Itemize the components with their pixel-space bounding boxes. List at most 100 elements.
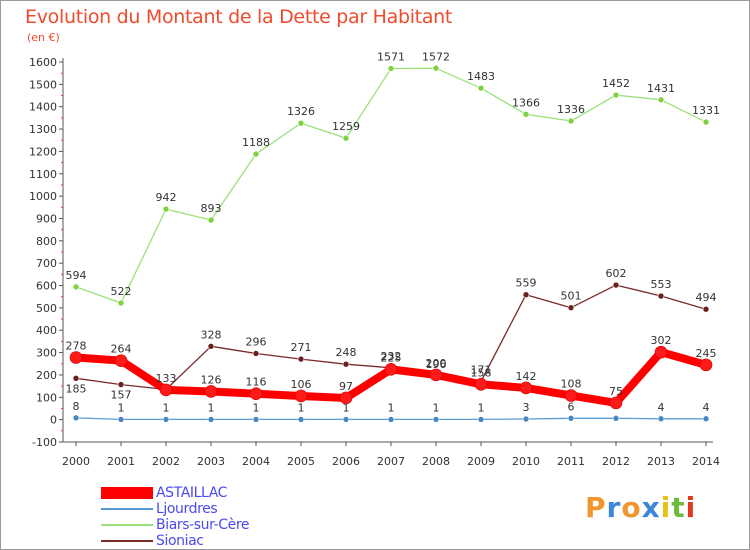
y-tick-label: 1000 (29, 190, 57, 203)
legend-swatch-biars-sur-cere (101, 524, 153, 526)
x-tick-label: 2013 (647, 455, 675, 468)
x-tick-label: 2009 (467, 455, 495, 468)
data-label-biars-sur-cere: 1326 (287, 105, 315, 118)
x-tick-label: 2000 (62, 455, 90, 468)
y-tick-label: 1100 (29, 168, 57, 181)
data-label-biars-sur-cere: 1336 (557, 103, 585, 116)
x-tick-label: 2006 (332, 455, 360, 468)
data-label-astaillac: 108 (561, 378, 582, 391)
brand-letter: i (660, 491, 672, 524)
data-label-sioniac: 328 (201, 328, 222, 341)
data-label-ljourdres: 8 (73, 400, 80, 413)
x-tick-label: 2012 (602, 455, 630, 468)
data-point-ljourdres (342, 416, 350, 423)
data-label-biars-sur-cere: 1452 (602, 77, 630, 90)
data-label-astaillac: 116 (246, 376, 267, 389)
data-label-ljourdres: 1 (388, 401, 395, 414)
data-label-biars-sur-cere: 1188 (242, 136, 270, 149)
y-tick-label: -100 (32, 436, 57, 449)
x-tick-label: 2007 (377, 455, 405, 468)
data-label-biars-sur-cere: 1571 (377, 50, 405, 63)
data-label-astaillac: 126 (201, 373, 222, 386)
data-label-sioniac: 171 (471, 363, 492, 376)
y-tick-label: 100 (36, 391, 57, 404)
data-label-biars-sur-cere: 942 (156, 191, 177, 204)
y-tick-label: 1300 (29, 123, 57, 136)
data-label-ljourdres: 1 (163, 401, 170, 414)
data-label-sioniac: 248 (336, 346, 357, 359)
data-label-ljourdres: 4 (658, 401, 665, 414)
data-point-astaillac (384, 363, 398, 376)
x-tick-label: 2014 (692, 455, 720, 468)
data-label-biars-sur-cere: 1259 (332, 120, 360, 133)
y-tick-label: 300 (36, 347, 57, 360)
data-label-sioniac: 271 (291, 341, 312, 354)
data-label-sioniac: 553 (651, 278, 672, 291)
x-tick-label: 2011 (557, 455, 585, 468)
data-point-ljourdres (432, 416, 440, 423)
data-point-sioniac (297, 355, 305, 363)
legend-label-biars-sur-cere: Biars-sur-Cère (156, 517, 250, 533)
data-point-biars-sur-cere (702, 118, 710, 126)
data-label-ljourdres: 1 (298, 401, 305, 414)
data-point-ljourdres (522, 415, 530, 423)
data-point-sioniac (207, 343, 215, 350)
y-tick-label: 0 (50, 414, 57, 427)
data-point-biars-sur-cere (657, 96, 665, 104)
data-point-ljourdres (162, 416, 170, 423)
x-tick-label: 2001 (107, 455, 135, 468)
unit-label: (en €) (27, 31, 60, 44)
y-tick-label: 1200 (29, 145, 57, 158)
data-label-ljourdres: 1 (208, 401, 215, 414)
brand-letter: t (671, 491, 686, 524)
data-label-biars-sur-cere: 594 (66, 269, 87, 282)
data-label-sioniac: 196 (426, 358, 447, 371)
data-label-sioniac: 494 (696, 291, 717, 304)
data-label-ljourdres: 1 (118, 401, 125, 414)
data-label-sioniac: 157 (111, 389, 132, 402)
data-label-sioniac: 232 (381, 350, 402, 363)
data-label-sioniac: 501 (561, 290, 582, 303)
y-tick-label: 600 (36, 280, 57, 293)
chart-title: Evolution du Montant de la Dette par Hab… (25, 6, 453, 28)
x-tick-label: 2008 (422, 455, 450, 468)
data-label-biars-sur-cere: 1572 (422, 50, 450, 63)
data-point-ljourdres (72, 414, 80, 422)
data-point-sioniac (342, 360, 350, 368)
data-point-astaillac (609, 396, 623, 410)
brand-letter: P (585, 491, 607, 524)
data-point-sioniac (567, 304, 575, 311)
data-label-astaillac: 225 (381, 351, 402, 364)
data-point-sioniac (522, 291, 530, 298)
data-label-sioniac: 185 (66, 382, 87, 395)
data-point-ljourdres (297, 416, 305, 423)
data-label-biars-sur-cere: 1483 (467, 70, 495, 83)
data-label-biars-sur-cere: 893 (201, 202, 222, 215)
x-tick-label: 2004 (242, 455, 270, 468)
data-point-ljourdres (612, 415, 620, 422)
y-tick-label: 500 (36, 302, 57, 315)
data-point-ljourdres (387, 416, 395, 423)
data-label-biars-sur-cere: 1366 (512, 96, 540, 109)
data-label-astaillac: 278 (66, 340, 87, 353)
data-label-ljourdres: 4 (703, 401, 710, 414)
data-point-biars-sur-cere (207, 216, 215, 224)
data-label-astaillac: 158 (471, 366, 492, 379)
brand-logo: Proxiti (585, 491, 696, 524)
data-point-ljourdres (207, 416, 215, 423)
data-label-astaillac: 75 (609, 385, 623, 398)
data-point-biars-sur-cere (252, 150, 260, 158)
brand-letter: i (685, 491, 697, 524)
data-point-astaillac (249, 387, 263, 401)
data-point-biars-sur-cere (567, 117, 575, 125)
data-label-biars-sur-cere: 1331 (692, 104, 720, 117)
data-point-astaillac (159, 383, 173, 397)
y-tick-label: 800 (36, 235, 57, 248)
data-point-astaillac (474, 378, 488, 391)
data-point-biars-sur-cere (387, 65, 395, 72)
data-point-biars-sur-cere (612, 91, 620, 99)
data-point-sioniac (252, 350, 260, 357)
data-point-biars-sur-cere (342, 134, 350, 142)
data-label-astaillac: 133 (156, 372, 177, 385)
